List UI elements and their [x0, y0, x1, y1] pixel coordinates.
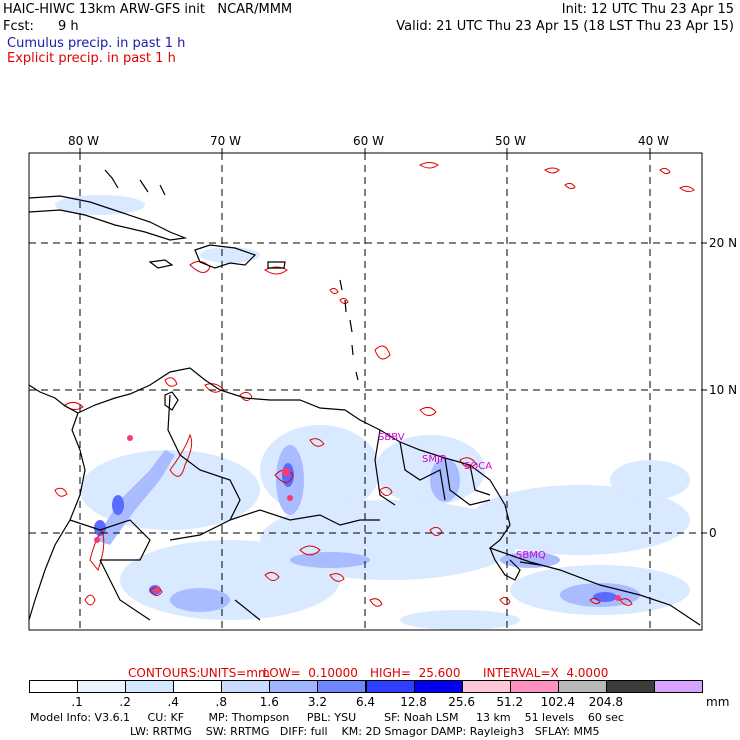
colorbar-tick-label: .8	[215, 695, 228, 709]
lat-lon-grid	[29, 153, 702, 630]
colorbar-swatch	[29, 680, 79, 693]
colorbar-tick-label: .4	[167, 695, 179, 709]
colorbar-swatch	[77, 680, 127, 693]
colorbar-swatch	[605, 680, 655, 693]
colorbar-tick-label: 12.8	[400, 695, 427, 709]
model-info-line1: Model Info: V3.6.1 CU: KF MP: Thompson P…	[30, 711, 624, 724]
explicit-precip-cores	[94, 435, 621, 601]
colorbar-tick-label: 1.6	[259, 695, 279, 709]
cumulus-precip-shading	[55, 195, 690, 630]
contour-interval: INTERVAL=X 4.0000	[483, 666, 609, 680]
colorbar-tick-label: 102.4	[540, 695, 575, 709]
init-time: Init: 12 UTC Thu 23 Apr 15	[561, 2, 734, 17]
colorbar-tick-label: .2	[119, 695, 131, 709]
colorbar-swatch	[269, 680, 319, 693]
contour-low: LOW= 0.10000	[263, 666, 358, 680]
lon-label-80w: 80 W	[68, 134, 99, 148]
lat-label-0: 0	[709, 526, 717, 540]
valid-time: Valid: 21 UTC Thu 23 Apr 15 (18 LST Thu …	[396, 19, 734, 34]
colorbar-tick-label: .1	[71, 695, 83, 709]
colorbar-swatch	[413, 680, 463, 693]
model-info-line2: LW: RRTMG SW: RRTMG DIFF: full KM: 2D Sm…	[130, 725, 600, 738]
contour-units: UNITS=mm	[200, 666, 270, 680]
explicit-precip-contours	[54, 162, 695, 607]
forecast-hour: 9 h	[58, 19, 79, 34]
colorbar-swatch	[365, 680, 415, 693]
colorbar-tick-label: 3.2	[307, 695, 327, 709]
colorbar-tick-label: 6.4	[355, 695, 376, 709]
colorbar-swatch	[461, 680, 511, 693]
colorbar-swatch	[317, 680, 367, 693]
forecast-label: Fcst:	[3, 19, 34, 34]
station-sbbv: SBBV	[378, 432, 405, 443]
colorbar-swatch	[509, 680, 559, 693]
colorbar-swatch	[557, 680, 607, 693]
colorbar-swatch	[221, 680, 271, 693]
lat-label-20n: 20 N	[709, 236, 738, 250]
lon-label-70w: 70 W	[210, 134, 241, 148]
station-soca: SOCA	[464, 461, 493, 472]
station-sbmq: SBMQ	[516, 550, 546, 561]
cumulus-precip-medium	[95, 445, 640, 612]
contour-label: CONTOURS:	[128, 666, 201, 680]
colorbar-tick-label: 25.6	[448, 695, 475, 709]
lon-label-60w: 60 W	[353, 134, 384, 148]
legend-explicit: Explicit precip. in past 1 h	[7, 51, 176, 66]
colorbar-tick-label: 51.2	[496, 695, 524, 709]
colorbar-swatch	[173, 680, 223, 693]
lat-label-10n: 10 N	[709, 383, 738, 397]
colorbar-tick-label: 204.8	[588, 695, 624, 709]
lon-label-50w: 50 W	[495, 134, 526, 148]
lon-label-40w: 40 W	[638, 134, 669, 148]
contour-high: HIGH= 25.600	[370, 666, 461, 680]
colorbar-swatch	[653, 680, 703, 693]
coastlines	[29, 169, 701, 626]
station-smjp: SMJP	[422, 454, 446, 465]
model-title: HAIC-HIWC 13km ARW-GFS init NCAR/MMM	[3, 2, 293, 17]
colorbar-unit: mm	[706, 695, 730, 709]
colorbar-swatch	[125, 680, 175, 693]
legend-cumulus: Cumulus precip. in past 1 h	[7, 36, 186, 51]
